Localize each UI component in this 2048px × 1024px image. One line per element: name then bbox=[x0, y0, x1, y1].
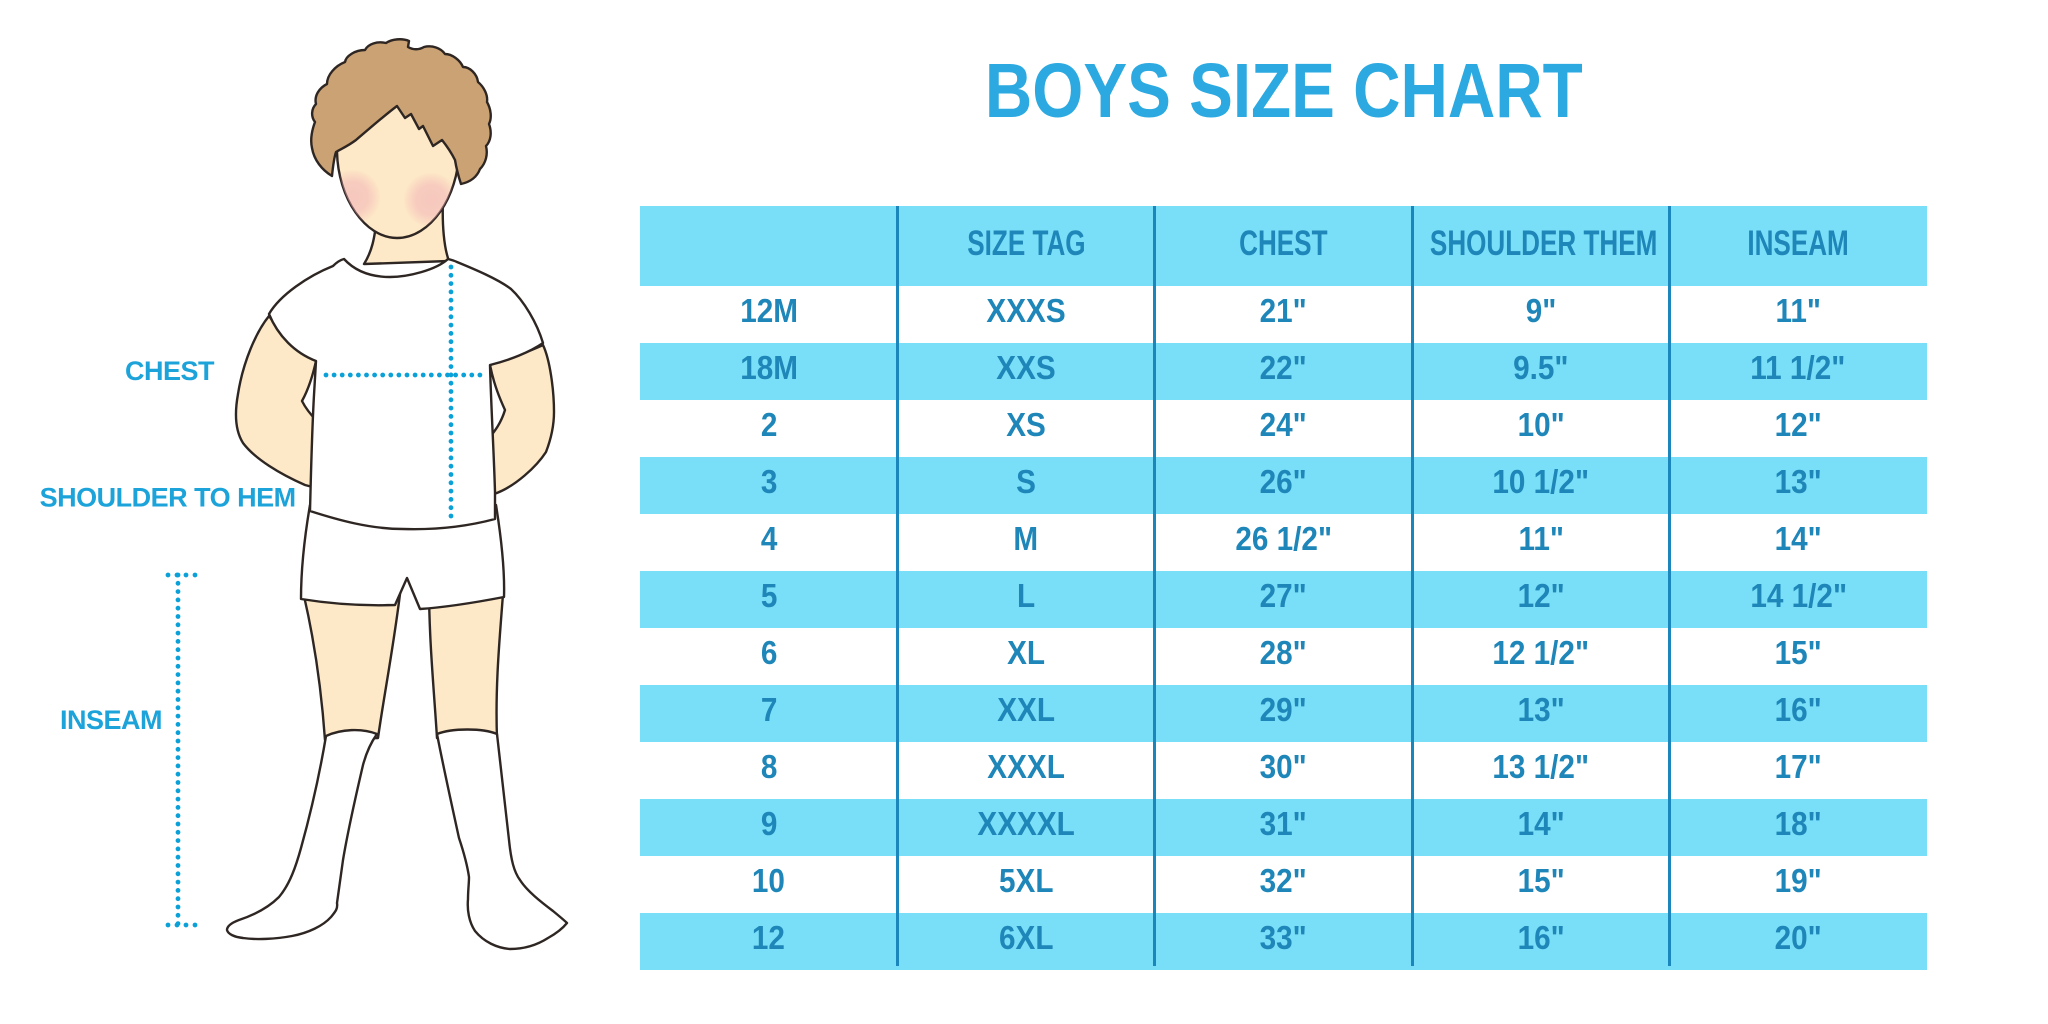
svg-text:INSEAM: INSEAM bbox=[60, 705, 162, 735]
svg-text:CHEST: CHEST bbox=[125, 356, 215, 386]
svg-text:SHOULDER TO HEM: SHOULDER TO HEM bbox=[40, 483, 296, 513]
